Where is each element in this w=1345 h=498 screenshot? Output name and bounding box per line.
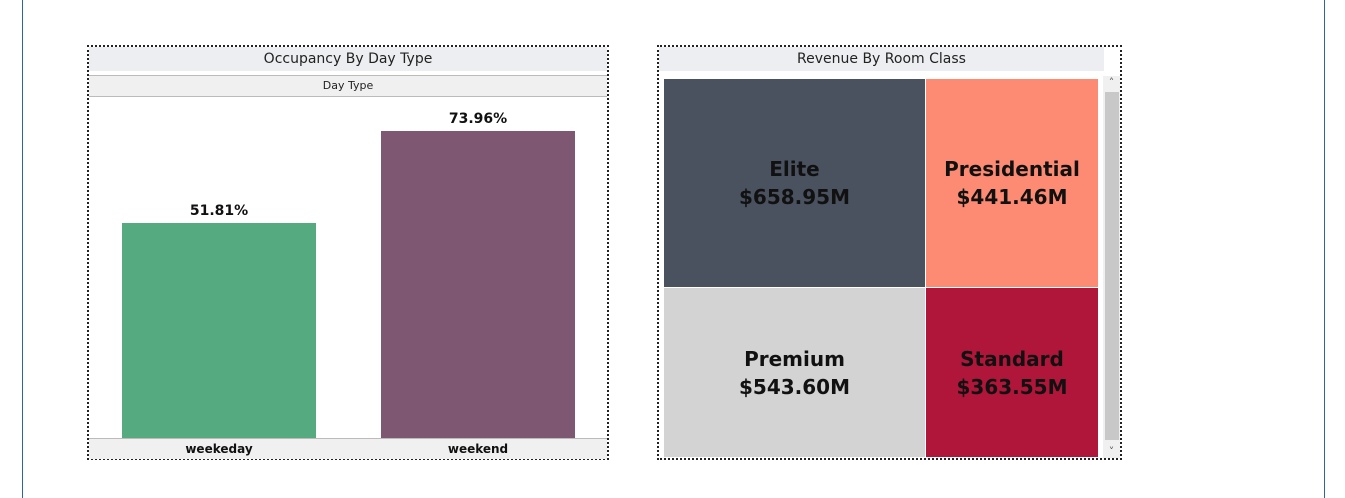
revenue-by-room-class-chart[interactable]: Revenue By Room Class Elite $658.95M Presi… xyxy=(657,45,1122,460)
tile-label: Premium $543.60M xyxy=(664,345,925,401)
chart-title: Occupancy By Day Type xyxy=(89,47,607,71)
x-axis-band xyxy=(89,438,607,459)
tile-category: Standard xyxy=(960,346,1064,371)
tile-label: Standard $363.55M xyxy=(926,345,1098,401)
tile-value: $543.60M xyxy=(739,374,850,399)
tile-category: Premium xyxy=(744,346,845,371)
treemap-tile-presidential[interactable]: Presidential $441.46M xyxy=(926,79,1099,288)
data-label: 73.96% xyxy=(448,111,508,127)
treemap-tile-standard[interactable]: Standard $363.55M xyxy=(926,288,1099,458)
tile-value: $441.46M xyxy=(956,185,1068,209)
chart-title: Revenue By Room Class xyxy=(659,47,1104,71)
bar-weekeday[interactable] xyxy=(122,223,316,439)
tile-value: $658.95M xyxy=(739,185,850,209)
vertical-scrollbar[interactable]: ˄ ˅ xyxy=(1103,76,1120,458)
tile-category: Presidential xyxy=(944,157,1080,181)
scroll-thumb[interactable] xyxy=(1105,92,1119,440)
data-label: 51.81% xyxy=(189,203,249,220)
tile-label: Elite $658.95M xyxy=(664,155,925,211)
x-tick-label: weekeday xyxy=(185,442,253,456)
bar-weekend[interactable] xyxy=(381,131,575,439)
treemap-tile-premium[interactable]: Premium $543.60M xyxy=(664,288,926,458)
canvas-border-left xyxy=(22,0,23,498)
occupancy-by-day-type-chart[interactable]: Occupancy By Day Type Day Type 51.81% 73.… xyxy=(87,45,609,460)
plot-area: 51.81% 73.96% xyxy=(89,96,607,439)
chart-subheader: Day Type xyxy=(89,75,607,97)
tile-label: Presidential $441.46M xyxy=(926,155,1098,211)
canvas-border-right xyxy=(1324,0,1325,498)
treemap-tile-elite[interactable]: Elite $658.95M xyxy=(664,79,926,288)
chevron-up-icon[interactable]: ˄ xyxy=(1108,76,1115,89)
x-tick-label: weekend xyxy=(447,442,509,456)
tile-category: Elite xyxy=(769,157,820,181)
tile-value: $363.55M xyxy=(956,374,1068,399)
chevron-down-icon[interactable]: ˅ xyxy=(1108,445,1115,458)
